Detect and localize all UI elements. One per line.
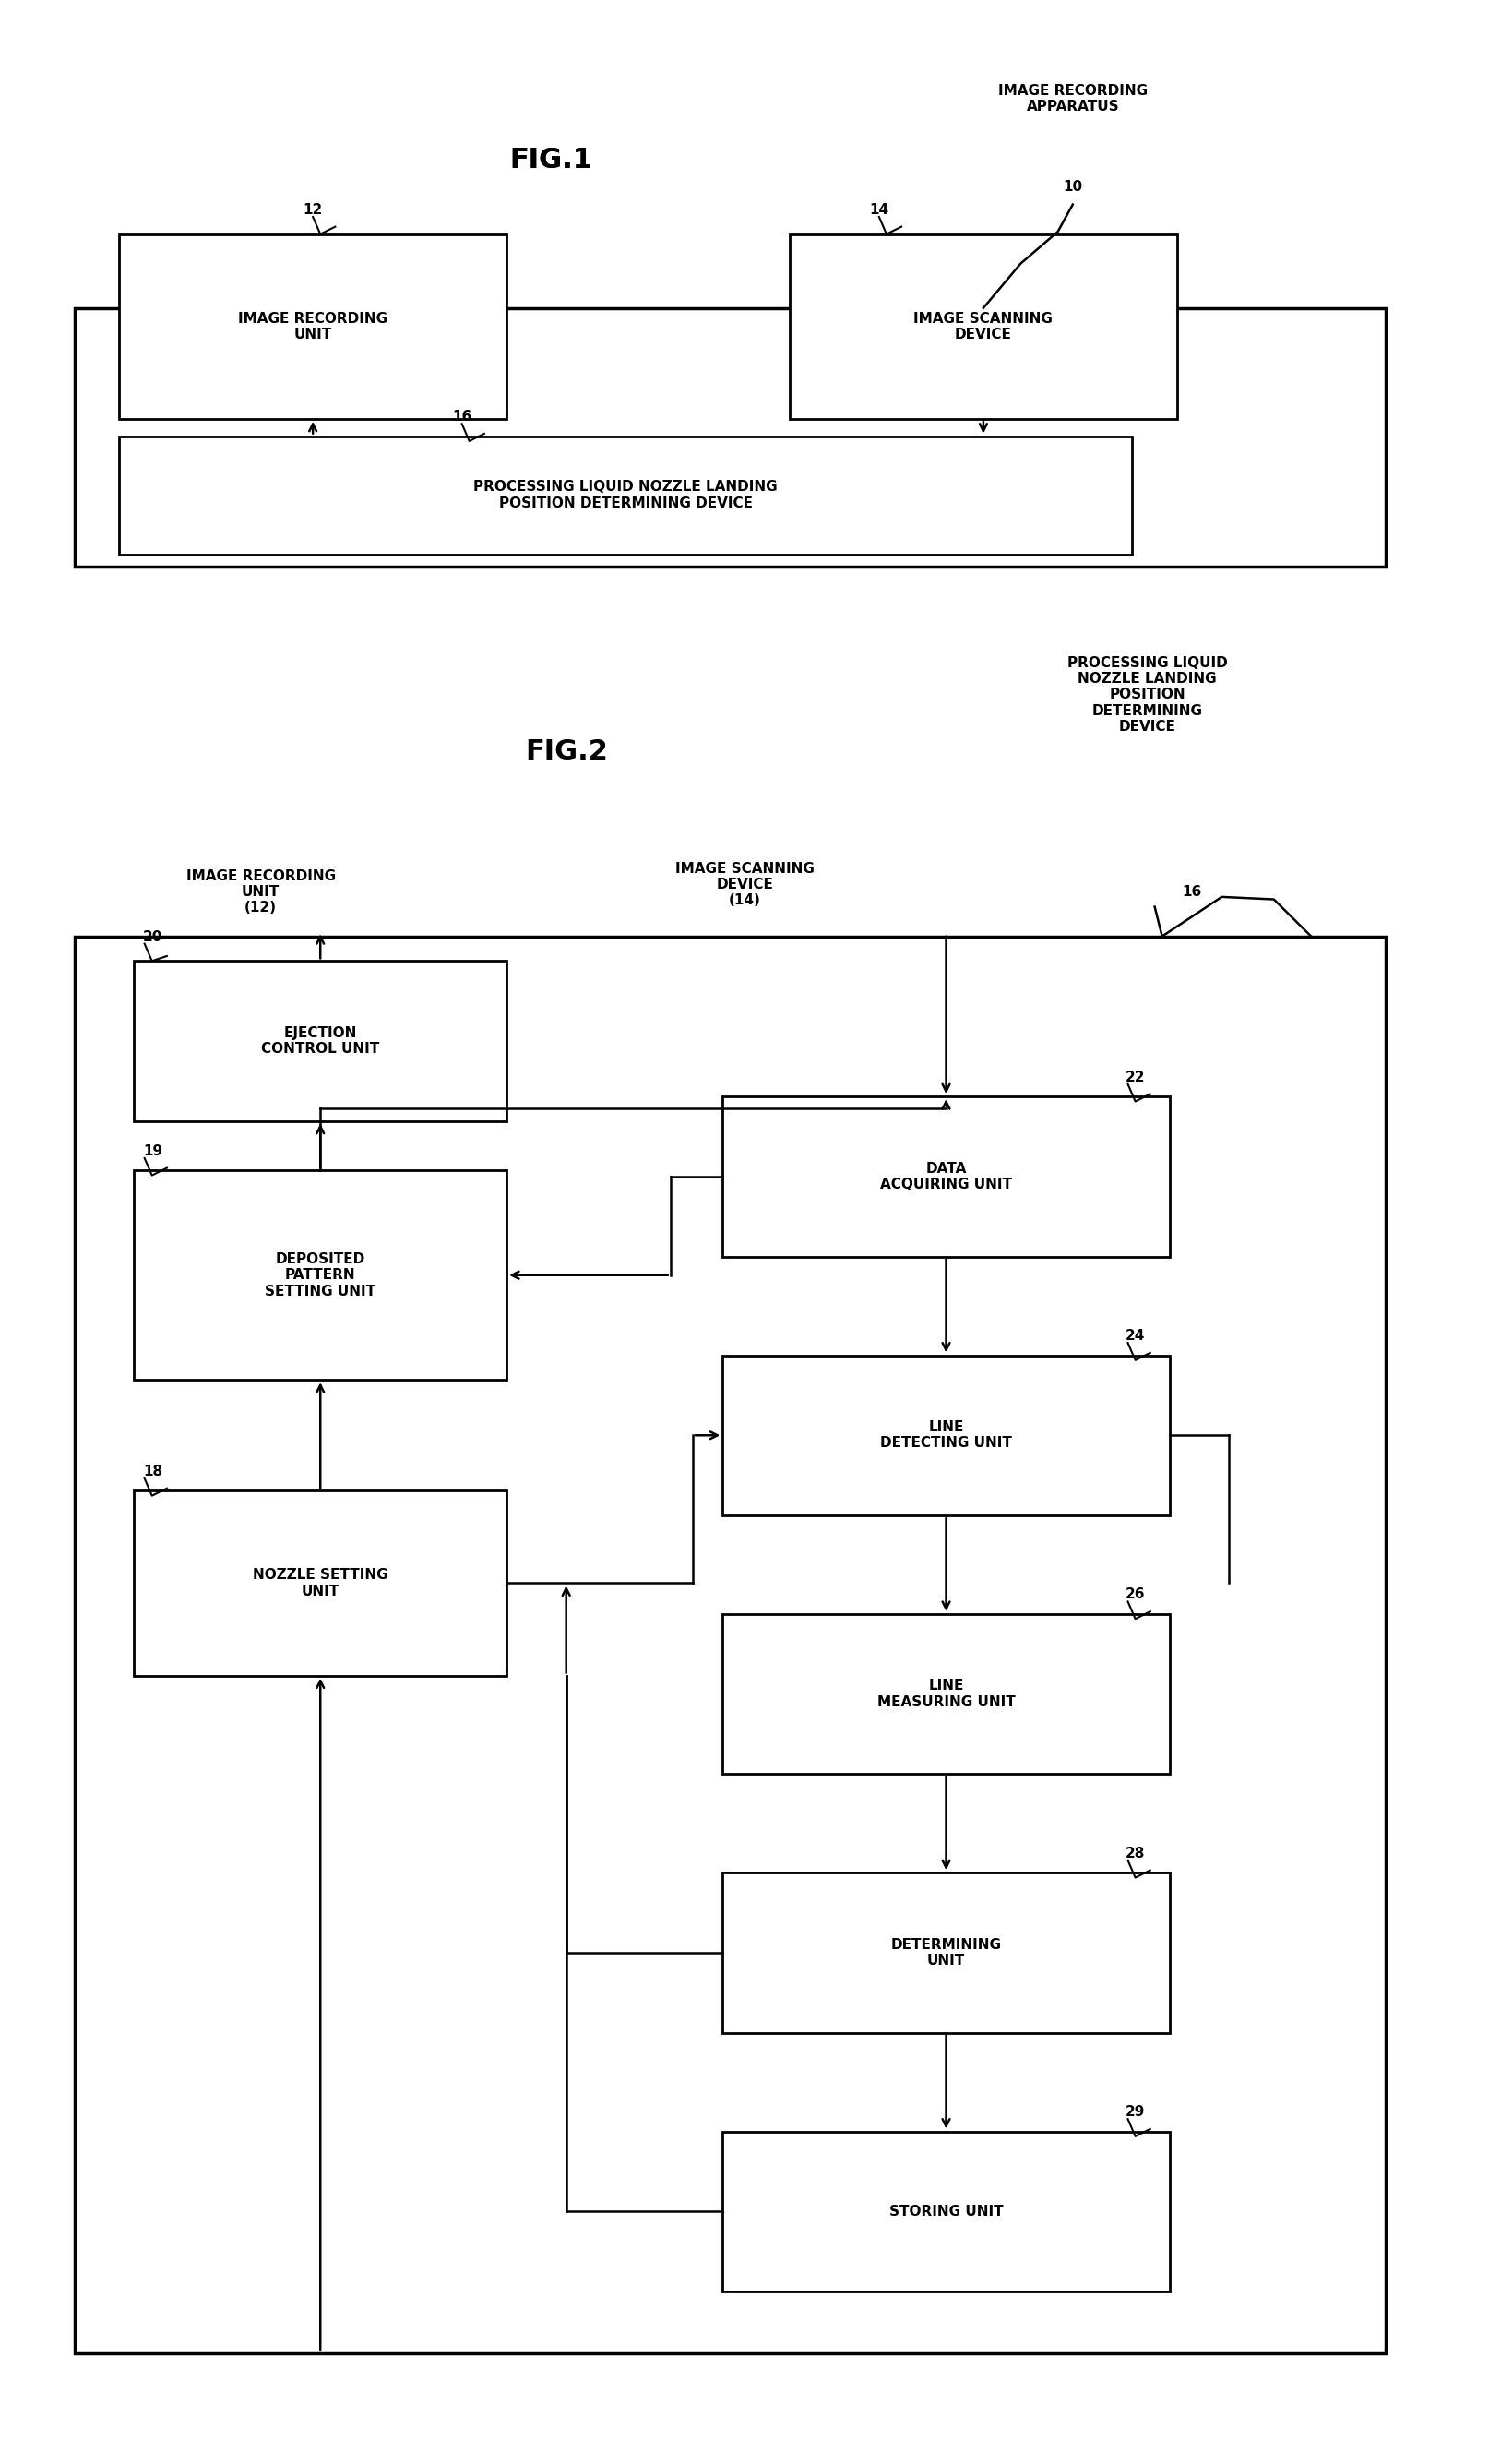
FancyBboxPatch shape [722,2131,1169,2292]
Text: FIG.1: FIG.1 [509,148,593,172]
Text: 22: 22 [1124,1069,1144,1084]
Text: 12: 12 [302,202,323,217]
Text: 14: 14 [868,202,889,217]
FancyBboxPatch shape [119,234,506,419]
Text: 16: 16 [451,409,472,424]
Text: IMAGE RECORDING
UNIT
(12): IMAGE RECORDING UNIT (12) [186,870,335,914]
Text: 10: 10 [1062,180,1083,195]
Text: IMAGE SCANNING
DEVICE: IMAGE SCANNING DEVICE [913,310,1053,342]
Text: DATA
ACQUIRING UNIT: DATA ACQUIRING UNIT [880,1161,1011,1193]
Text: IMAGE RECORDING
UNIT: IMAGE RECORDING UNIT [238,310,387,342]
Text: IMAGE RECORDING
APPARATUS: IMAGE RECORDING APPARATUS [998,84,1147,113]
FancyBboxPatch shape [74,936,1385,2353]
Text: NOZZLE SETTING
UNIT: NOZZLE SETTING UNIT [253,1567,387,1599]
Text: LINE
DETECTING UNIT: LINE DETECTING UNIT [880,1419,1011,1451]
Text: IMAGE SCANNING
DEVICE
(14): IMAGE SCANNING DEVICE (14) [675,862,814,907]
FancyBboxPatch shape [74,308,1385,567]
FancyBboxPatch shape [789,234,1176,419]
Text: FIG.1: FIG.1 [509,148,593,172]
Text: 26: 26 [1124,1587,1144,1602]
Text: 16: 16 [1181,885,1202,899]
Text: 29: 29 [1124,2104,1144,2119]
Text: EJECTION
CONTROL UNIT: EJECTION CONTROL UNIT [261,1025,380,1057]
Text: 18: 18 [143,1464,162,1478]
Text: DETERMINING
UNIT: DETERMINING UNIT [890,1937,1001,1969]
Text: LINE
MEASURING UNIT: LINE MEASURING UNIT [877,1678,1014,1710]
Text: STORING UNIT: STORING UNIT [889,2205,1002,2218]
FancyBboxPatch shape [134,1491,506,1676]
FancyBboxPatch shape [119,436,1132,554]
FancyBboxPatch shape [722,1096,1169,1257]
Text: PROCESSING LIQUID NOZZLE LANDING
POSITION DETERMINING DEVICE: PROCESSING LIQUID NOZZLE LANDING POSITIO… [474,480,777,510]
FancyBboxPatch shape [722,1355,1169,1515]
Text: PROCESSING LIQUID
NOZZLE LANDING
POSITION
DETERMINING
DEVICE: PROCESSING LIQUID NOZZLE LANDING POSITIO… [1066,655,1227,734]
Text: 19: 19 [143,1143,162,1158]
FancyBboxPatch shape [134,1170,506,1380]
Text: 20: 20 [143,929,162,944]
FancyBboxPatch shape [134,961,506,1121]
FancyBboxPatch shape [722,1873,1169,2033]
Text: 28: 28 [1124,1846,1144,1860]
Text: 24: 24 [1124,1328,1144,1343]
Text: DEPOSITED
PATTERN
SETTING UNIT: DEPOSITED PATTERN SETTING UNIT [265,1252,375,1299]
Text: FIG.2: FIG.2 [524,739,608,764]
FancyBboxPatch shape [722,1614,1169,1774]
